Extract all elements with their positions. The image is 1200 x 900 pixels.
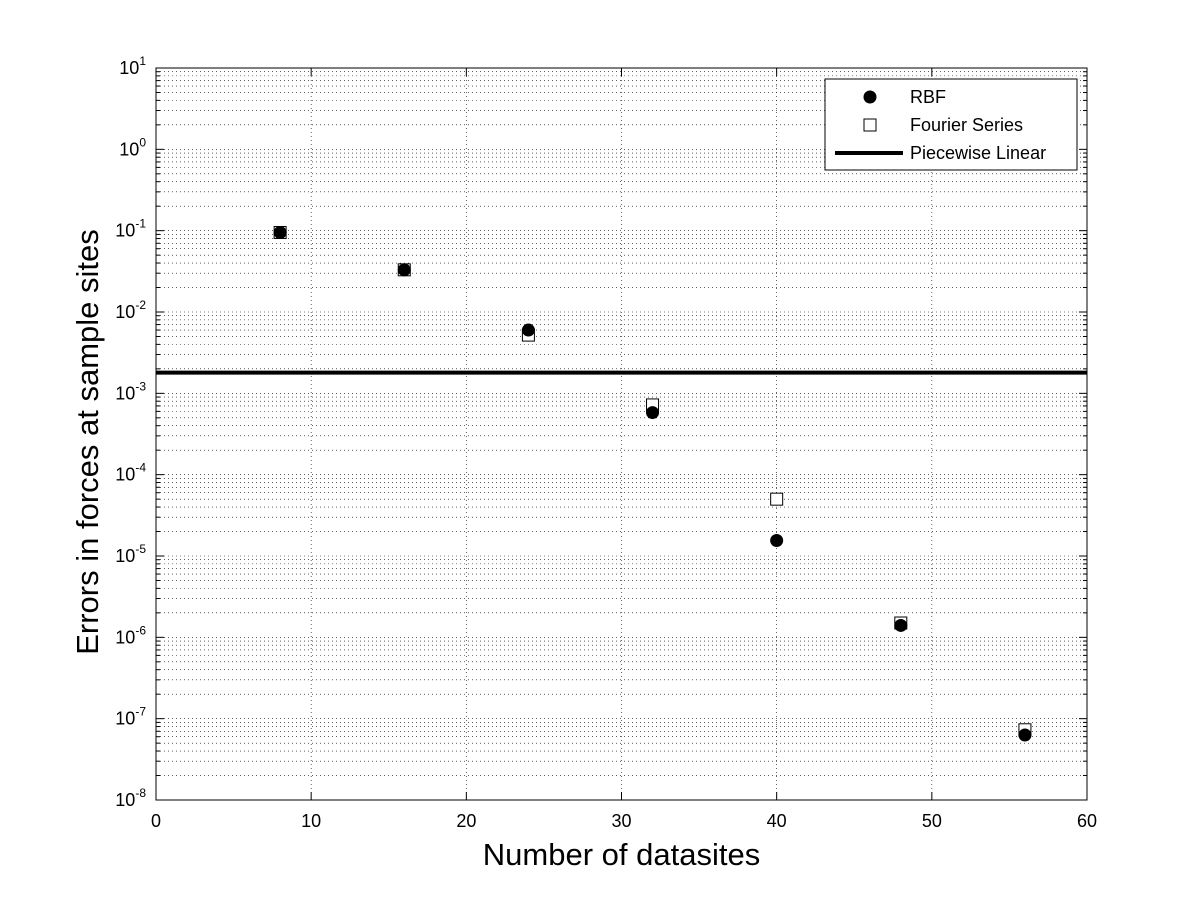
x-tick-label: 10 <box>301 811 321 831</box>
legend-piecewise-linear-label: Piecewise Linear <box>910 143 1046 163</box>
legend: RBF Fourier Series Piecewise Linear <box>824 78 1078 171</box>
legend-rbf-label: RBF <box>910 87 946 107</box>
x-tick-label: 20 <box>456 811 476 831</box>
y-tick-label: 10-4 <box>115 461 146 485</box>
y-tick-label: 10-7 <box>115 705 146 729</box>
plot-frame <box>155 67 1088 801</box>
legend-rbf-marker <box>863 90 877 104</box>
y-tick-label: 10-8 <box>115 786 146 810</box>
x-tick-label: 40 <box>767 811 787 831</box>
grid <box>156 68 1087 800</box>
rbf-point <box>397 263 411 277</box>
rbf-point <box>273 225 287 239</box>
rbf-point <box>770 534 784 548</box>
legend-fourier-label: Fourier Series <box>910 115 1023 135</box>
x-tick-labels: 0 10 20 30 40 50 60 <box>151 811 1097 831</box>
x-tick-label: 50 <box>922 811 942 831</box>
x-tick-label: 0 <box>151 811 161 831</box>
ticks <box>155 68 1088 800</box>
y-tick-label: 10-1 <box>115 217 146 241</box>
y-tick-label: 100 <box>119 135 146 159</box>
fourier-series-point <box>770 492 784 506</box>
y-tick-label: 10-6 <box>115 623 146 647</box>
y-axis-title: Errors in forces at sample sites <box>70 229 105 655</box>
rbf-point <box>521 323 535 337</box>
y-tick-label: 10-5 <box>115 542 146 566</box>
y-tick-label: 10-2 <box>115 298 146 322</box>
legend-fourier-marker <box>863 118 877 132</box>
rbf-point <box>646 406 660 420</box>
y-tick-label: 10-3 <box>115 379 146 403</box>
y-tick-label: 101 <box>119 54 146 78</box>
y-tick-labels: 10-8 10-7 10-6 10-5 10-4 10-3 10-2 10-1 100 101 <box>115 54 146 810</box>
marker-layer <box>273 225 1032 742</box>
x-tick-label: 60 <box>1077 811 1097 831</box>
rbf-point <box>1018 728 1032 742</box>
rbf-point <box>894 618 908 632</box>
x-axis-title: Number of datasites <box>483 837 760 872</box>
x-tick-label: 30 <box>611 811 631 831</box>
